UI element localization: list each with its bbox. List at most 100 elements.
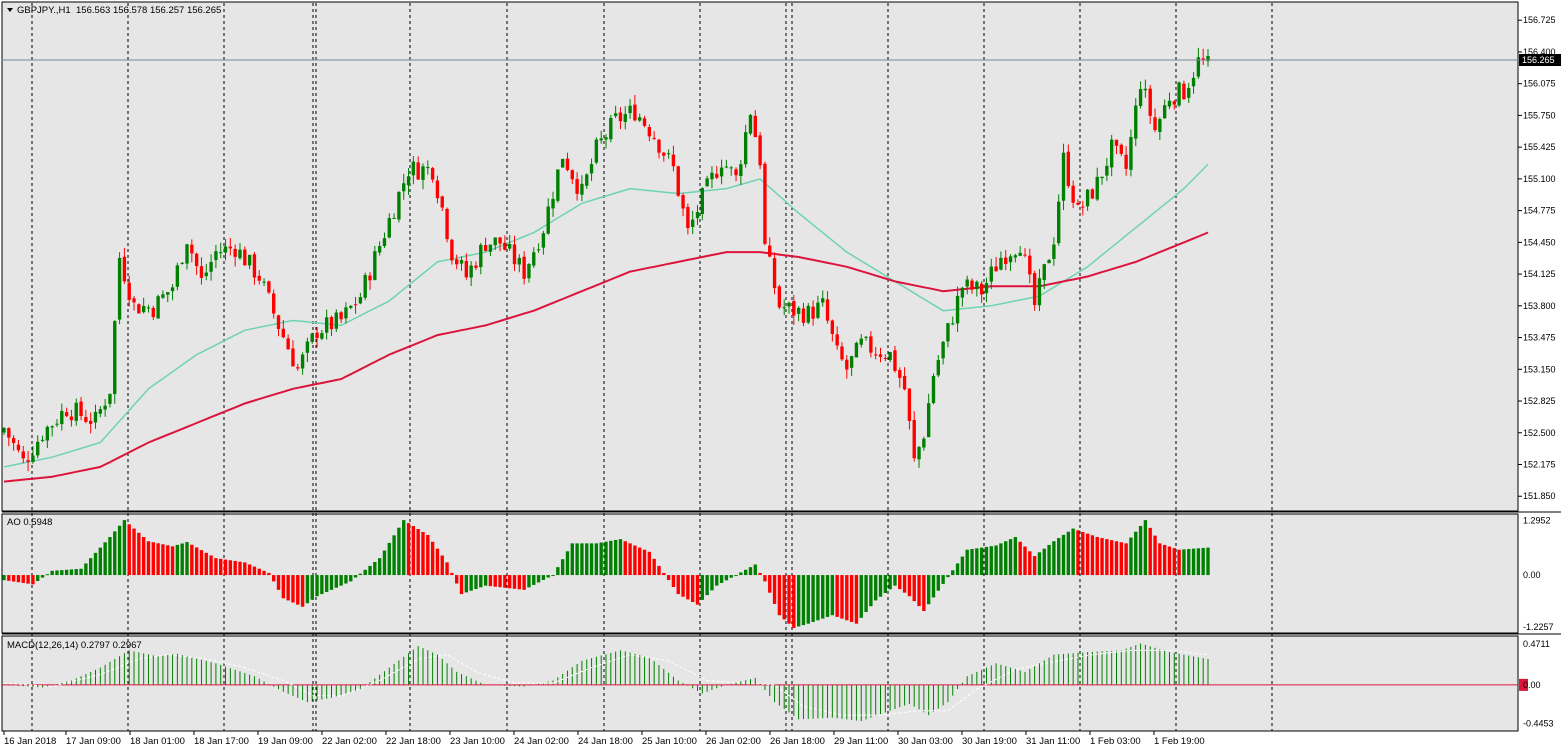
ao-bar <box>898 575 902 590</box>
candle-body <box>532 252 536 266</box>
price-label: 154.125 <box>1523 269 1556 279</box>
ao-bar <box>440 555 444 576</box>
macd-signal-line <box>3 649 1209 716</box>
time-label: 31 Jan 11:00 <box>1026 736 1080 747</box>
candle-body <box>907 388 912 421</box>
ao-bar <box>965 549 969 576</box>
candle-body <box>898 370 902 378</box>
ao-bar <box>695 575 700 605</box>
ao-bar <box>941 575 945 584</box>
ao-bar <box>214 558 218 576</box>
candle-body <box>710 172 714 180</box>
candle-body <box>960 287 965 298</box>
candle-body <box>262 281 266 283</box>
candle-body <box>994 266 998 272</box>
ao-bar <box>994 545 998 576</box>
candle-body <box>830 320 835 334</box>
candle-body <box>1167 100 1172 107</box>
ao-bar <box>483 575 488 586</box>
candle-body <box>1119 144 1123 154</box>
ao-bar <box>922 575 926 611</box>
candle-body <box>719 167 724 177</box>
current-price-tag <box>1519 54 1561 66</box>
ao-bar <box>247 564 252 576</box>
candle-body <box>31 455 35 462</box>
candle-body <box>821 298 825 303</box>
candle-body <box>11 437 16 444</box>
ma-slow-line <box>3 231 1209 483</box>
candle-body <box>50 426 54 428</box>
candle-body <box>122 256 127 282</box>
ao-bar <box>175 544 180 576</box>
candle-body <box>768 245 772 257</box>
candle-body <box>782 307 786 309</box>
ao-bar <box>117 525 122 576</box>
candle-body <box>946 323 950 342</box>
ao-bar <box>772 575 777 604</box>
candle-body <box>926 403 931 438</box>
candle-body <box>662 152 666 156</box>
ao-bar <box>16 575 21 583</box>
candle-body <box>377 246 382 253</box>
candle-body <box>585 174 589 186</box>
collapse-triangle-icon[interactable] <box>7 8 13 12</box>
price-label: 153.475 <box>1523 333 1556 343</box>
candle-body <box>623 114 627 122</box>
candle-body <box>161 294 165 298</box>
price-label: 152.500 <box>1523 428 1556 438</box>
candle-body <box>55 423 59 425</box>
time-label: 26 Jan 02:00 <box>706 736 761 747</box>
candle-body <box>199 266 204 278</box>
candle-body <box>204 272 208 277</box>
candle-body <box>117 257 122 320</box>
macd-pane[interactable] <box>1 635 1519 732</box>
candle-body <box>806 305 810 323</box>
ao-bar <box>416 528 420 576</box>
ao-bar <box>710 575 714 591</box>
ao-bar <box>69 569 74 576</box>
ao-bar <box>498 575 502 588</box>
candle-body <box>691 219 695 228</box>
ao-bar <box>1114 541 1119 576</box>
candle-body <box>223 246 228 253</box>
ao-bar <box>1057 538 1061 576</box>
ao-bar <box>1042 548 1046 576</box>
candles <box>2 47 1210 472</box>
candle-body <box>970 280 974 290</box>
ao-bar <box>975 548 979 576</box>
ao-bar <box>580 543 584 576</box>
ao-bar <box>2 575 6 581</box>
ao-bar <box>141 537 146 576</box>
ao-bar <box>479 575 483 588</box>
price-pane[interactable] <box>1 1 1519 512</box>
candle-body <box>252 254 257 278</box>
candle-body <box>715 173 719 178</box>
candle-body <box>1138 89 1143 107</box>
candle-body <box>40 439 45 441</box>
candle-body <box>666 153 671 155</box>
ao-bar <box>926 575 931 605</box>
candle-body <box>845 359 849 370</box>
ao-bar <box>743 569 748 576</box>
ao-bar <box>1143 520 1148 576</box>
ao-bar <box>1191 548 1196 576</box>
candle-body <box>864 336 868 338</box>
ao-bar <box>671 575 676 588</box>
candle-body <box>315 332 319 339</box>
price-label: 154.450 <box>1523 237 1556 247</box>
time-axis: 16 Jan 2018 17 Jan 09:00 18 Jan 01:00 18 Ja… <box>3 731 1205 747</box>
candle-body <box>1134 105 1138 139</box>
candle-body <box>137 304 141 314</box>
ao-bar <box>1105 539 1109 576</box>
ao-bar <box>185 542 189 576</box>
macd-axis-label: 0.4711 <box>1523 639 1550 649</box>
ao-bar <box>98 547 103 576</box>
ao-bar <box>878 575 883 597</box>
ao-bar <box>662 572 666 576</box>
candle-body <box>1061 152 1066 201</box>
ao-bar <box>74 569 78 576</box>
price-label: 155.750 <box>1523 110 1556 120</box>
ao-bar <box>758 572 762 576</box>
candle-body <box>247 254 252 266</box>
